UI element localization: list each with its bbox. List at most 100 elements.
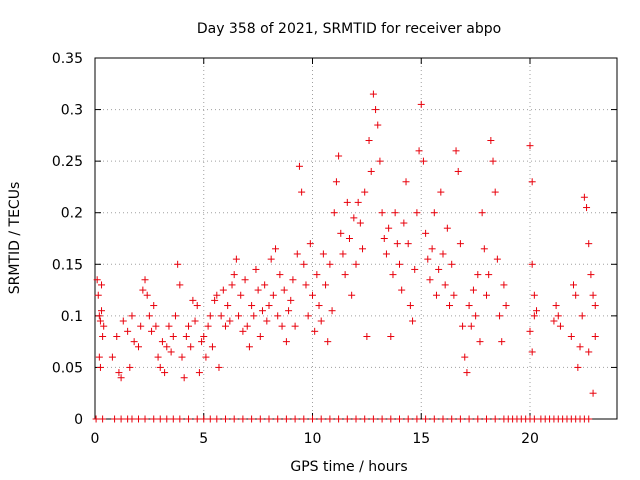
data-point [143, 291, 151, 299]
data-point [230, 271, 238, 279]
data-point [365, 137, 373, 145]
data-point [265, 302, 273, 310]
data-point [208, 343, 216, 351]
data-point [489, 157, 497, 165]
data-point-zero [239, 415, 247, 423]
data-point [319, 250, 327, 258]
data-point [385, 224, 393, 232]
data-point-zero [248, 415, 256, 423]
data-point [411, 265, 419, 273]
data-point [580, 193, 588, 201]
data-point [193, 302, 201, 310]
data-point [343, 198, 351, 206]
data-point [235, 312, 243, 320]
data-point [341, 271, 349, 279]
data-point-zero [156, 415, 164, 423]
data-point [572, 291, 580, 299]
data-point [417, 100, 425, 108]
data-point [526, 142, 534, 150]
data-point [363, 332, 371, 340]
data-point [315, 302, 323, 310]
data-point [278, 322, 286, 330]
data-point [424, 255, 432, 263]
data-point-zero [141, 415, 149, 423]
y-tick-label: 0.15 [52, 257, 83, 273]
y-tick-label: 0.05 [52, 360, 83, 376]
data-point [448, 260, 456, 268]
data-point [256, 332, 264, 340]
data-point [204, 322, 212, 330]
data-point [211, 296, 219, 304]
data-point-zero [352, 415, 360, 423]
data-point [98, 307, 106, 315]
data-point [528, 348, 536, 356]
x-tick-label: 15 [412, 431, 430, 447]
data-point [419, 157, 427, 165]
data-point-zero [274, 415, 282, 423]
data-point [402, 178, 410, 186]
data-point-zero [163, 415, 171, 423]
data-point [165, 322, 173, 330]
data-point [280, 286, 288, 294]
data-point [302, 281, 310, 289]
data-point [167, 348, 175, 356]
data-point-zero [430, 415, 438, 423]
data-point-zero [291, 415, 299, 423]
data-point [276, 271, 284, 279]
data-point [585, 240, 593, 248]
data-point [409, 317, 417, 325]
data-point [152, 322, 160, 330]
data-point [99, 332, 107, 340]
data-point [461, 353, 469, 361]
data-point [95, 312, 103, 320]
data-point [295, 162, 303, 170]
data-point [567, 332, 575, 340]
data-point [441, 281, 449, 289]
data-point-zero [387, 415, 395, 423]
data-point [198, 338, 206, 346]
data-point [376, 157, 384, 165]
data-point [135, 343, 142, 351]
data-point [398, 286, 406, 294]
data-point [406, 302, 414, 310]
data-point [124, 327, 132, 335]
data-point [533, 307, 541, 315]
data-point [472, 312, 480, 320]
y-tick-label: 0 [74, 412, 83, 428]
data-point [200, 332, 208, 340]
data-point-zero [309, 415, 316, 423]
data-point [96, 317, 104, 325]
data-point-zero [396, 415, 403, 423]
data-point [217, 312, 225, 320]
data-point [463, 369, 471, 377]
data-point [415, 147, 423, 155]
data-point [437, 188, 445, 196]
data-point [150, 302, 158, 310]
data-point [583, 204, 591, 212]
data-point-zero [222, 415, 229, 423]
data-point [589, 389, 597, 397]
data-point [352, 260, 360, 268]
data-point [374, 121, 382, 129]
data-point-zero [92, 415, 100, 423]
data-point [483, 291, 490, 299]
data-point [369, 90, 377, 98]
data-point [324, 338, 332, 346]
data-point [556, 322, 564, 330]
data-point [328, 307, 336, 315]
data-point [113, 332, 121, 340]
data-point [300, 260, 308, 268]
data-point [250, 312, 258, 320]
data-point [339, 250, 347, 258]
data-point [474, 271, 482, 279]
data-point [130, 338, 138, 346]
data-point-zero [530, 415, 538, 423]
data-point-zero [135, 415, 142, 423]
data-point [378, 209, 386, 217]
data-point [530, 291, 538, 299]
data-point [496, 312, 504, 320]
data-point [502, 302, 510, 310]
data-point-zero [465, 415, 473, 423]
data-point [500, 281, 508, 289]
data-point [443, 224, 451, 232]
